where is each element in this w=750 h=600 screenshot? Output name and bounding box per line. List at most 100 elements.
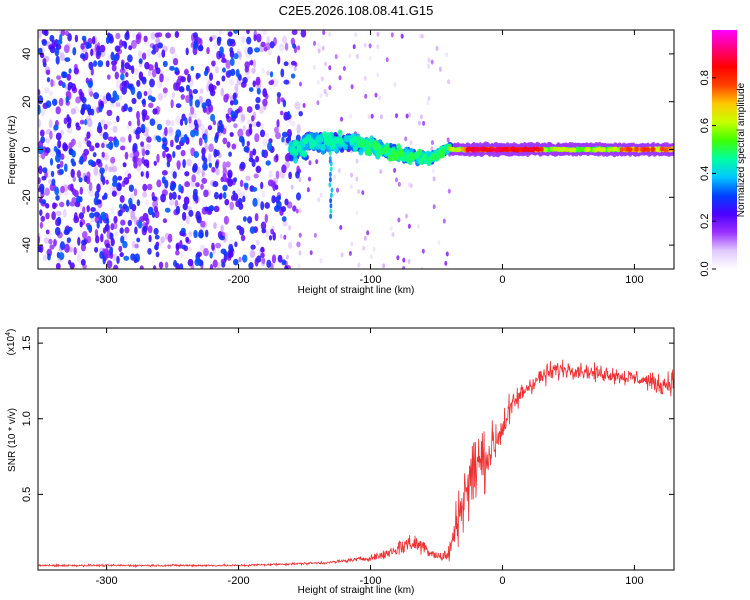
heatmap-cell (140, 141, 145, 147)
heatmap-cell (59, 33, 63, 43)
heatmap-cell (49, 158, 54, 166)
heatmap-cell (93, 60, 98, 67)
heatmap-cell (279, 234, 283, 239)
heatmap-cell (281, 35, 288, 44)
heatmap-cell (120, 73, 125, 81)
heatmap-cell (444, 260, 448, 266)
heatmap-cell (242, 76, 248, 84)
heatmap-cell (134, 129, 140, 135)
heatmap-cell (241, 254, 248, 263)
heatmap-cell (222, 67, 226, 73)
heatmap-cell (102, 131, 109, 140)
heatmap-cell (276, 119, 280, 128)
heatmap-cell (123, 177, 130, 185)
heatmap-cell (328, 85, 332, 91)
heatmap-cell (149, 118, 156, 127)
heatmap-cell (447, 188, 451, 194)
heatmap-cell (251, 121, 258, 127)
heatmap-cell (44, 87, 50, 94)
heatmap-cell (179, 263, 184, 269)
heatmap-cell (73, 67, 79, 75)
heatmap-cell (44, 187, 50, 196)
heatmap-cell (147, 248, 152, 255)
heatmap-cell (79, 119, 85, 125)
heatmap-cell (239, 161, 246, 170)
heatmap-cell (198, 232, 204, 239)
heatmap-cell (568, 147, 574, 153)
heatmap-cell (190, 65, 195, 71)
heatmap-cell (405, 113, 409, 119)
heatmap-cell (249, 249, 256, 259)
heatmap-cell (46, 77, 51, 83)
heatmap-cell (268, 170, 273, 179)
heatmap-cell (329, 208, 333, 214)
heatmap-cell (240, 191, 245, 197)
heatmap-cell (509, 147, 515, 152)
heatmap-cell (151, 196, 158, 202)
heatmap-cell (151, 49, 156, 55)
heatmap-cell (125, 205, 130, 213)
heatmap-cell (293, 148, 299, 156)
heatmap-cell (355, 53, 359, 59)
heatmap-cell (390, 32, 394, 38)
heatmap-cell (40, 136, 46, 144)
heatmap-cell (63, 44, 70, 54)
heatmap-cell (182, 203, 188, 211)
heatmap-cell (324, 138, 330, 145)
heatmap-cell (90, 48, 94, 57)
heatmap-cell (282, 220, 288, 227)
heatmap-cell (111, 64, 117, 72)
heatmap-cell (136, 110, 140, 120)
heatmap-cell (43, 30, 49, 37)
heatmap-cell (153, 134, 157, 142)
heatmap-cell (277, 194, 281, 201)
heatmap-cell (38, 106, 41, 115)
heatmap-cell (61, 82, 66, 89)
heatmap-cell (203, 157, 208, 165)
heatmap-cell (422, 153, 427, 161)
heatmap-cell (253, 173, 259, 179)
heatmap-cell (366, 147, 371, 155)
heatmap-cell (522, 147, 527, 153)
heatmap-cell (139, 265, 144, 269)
heatmap-cell (432, 176, 436, 182)
heatmap-cell (63, 229, 70, 236)
heatmap-cell (128, 64, 132, 71)
heatmap-cell (62, 71, 68, 79)
heatmap-cell (250, 244, 256, 250)
heatmap-cell (287, 225, 292, 231)
heatmap-cell (66, 199, 70, 207)
heatmap-cell (261, 228, 267, 234)
heatmap-cell (159, 73, 164, 83)
heatmap-cell (272, 182, 277, 192)
heatmap-cell (382, 146, 388, 154)
heatmap-cell (363, 75, 367, 81)
heatmap-cell (42, 254, 48, 261)
heatmap-cell (137, 220, 143, 229)
heatmap-cell (105, 60, 110, 68)
heatmap-cell (240, 234, 246, 242)
heatmap-cell (553, 146, 558, 152)
heatmap-cell (125, 71, 129, 78)
heatmap-cell (153, 227, 159, 235)
heatmap-cell (127, 106, 133, 113)
heatmap-cell (227, 31, 233, 37)
heatmap-cell (319, 258, 323, 264)
heatmap-cell (280, 205, 287, 213)
heatmap-cell (89, 212, 95, 219)
heatmap-cell (105, 120, 112, 127)
heatmap-cell (281, 259, 287, 266)
heatmap-cell (166, 160, 171, 168)
heatmap-cell (175, 115, 181, 125)
heatmap-cell (71, 138, 76, 146)
heatmap-cell (267, 141, 273, 151)
heatmap-cell (202, 162, 208, 171)
heatmap-cell (214, 160, 219, 169)
heatmap-cell (252, 197, 258, 207)
heatmap-cell (58, 252, 65, 261)
heatmap-cell (363, 42, 367, 48)
heatmap-cell (169, 199, 175, 206)
heatmap-cell (269, 71, 274, 78)
heatmap-cell (479, 146, 484, 152)
heatmap-cell (119, 68, 126, 74)
